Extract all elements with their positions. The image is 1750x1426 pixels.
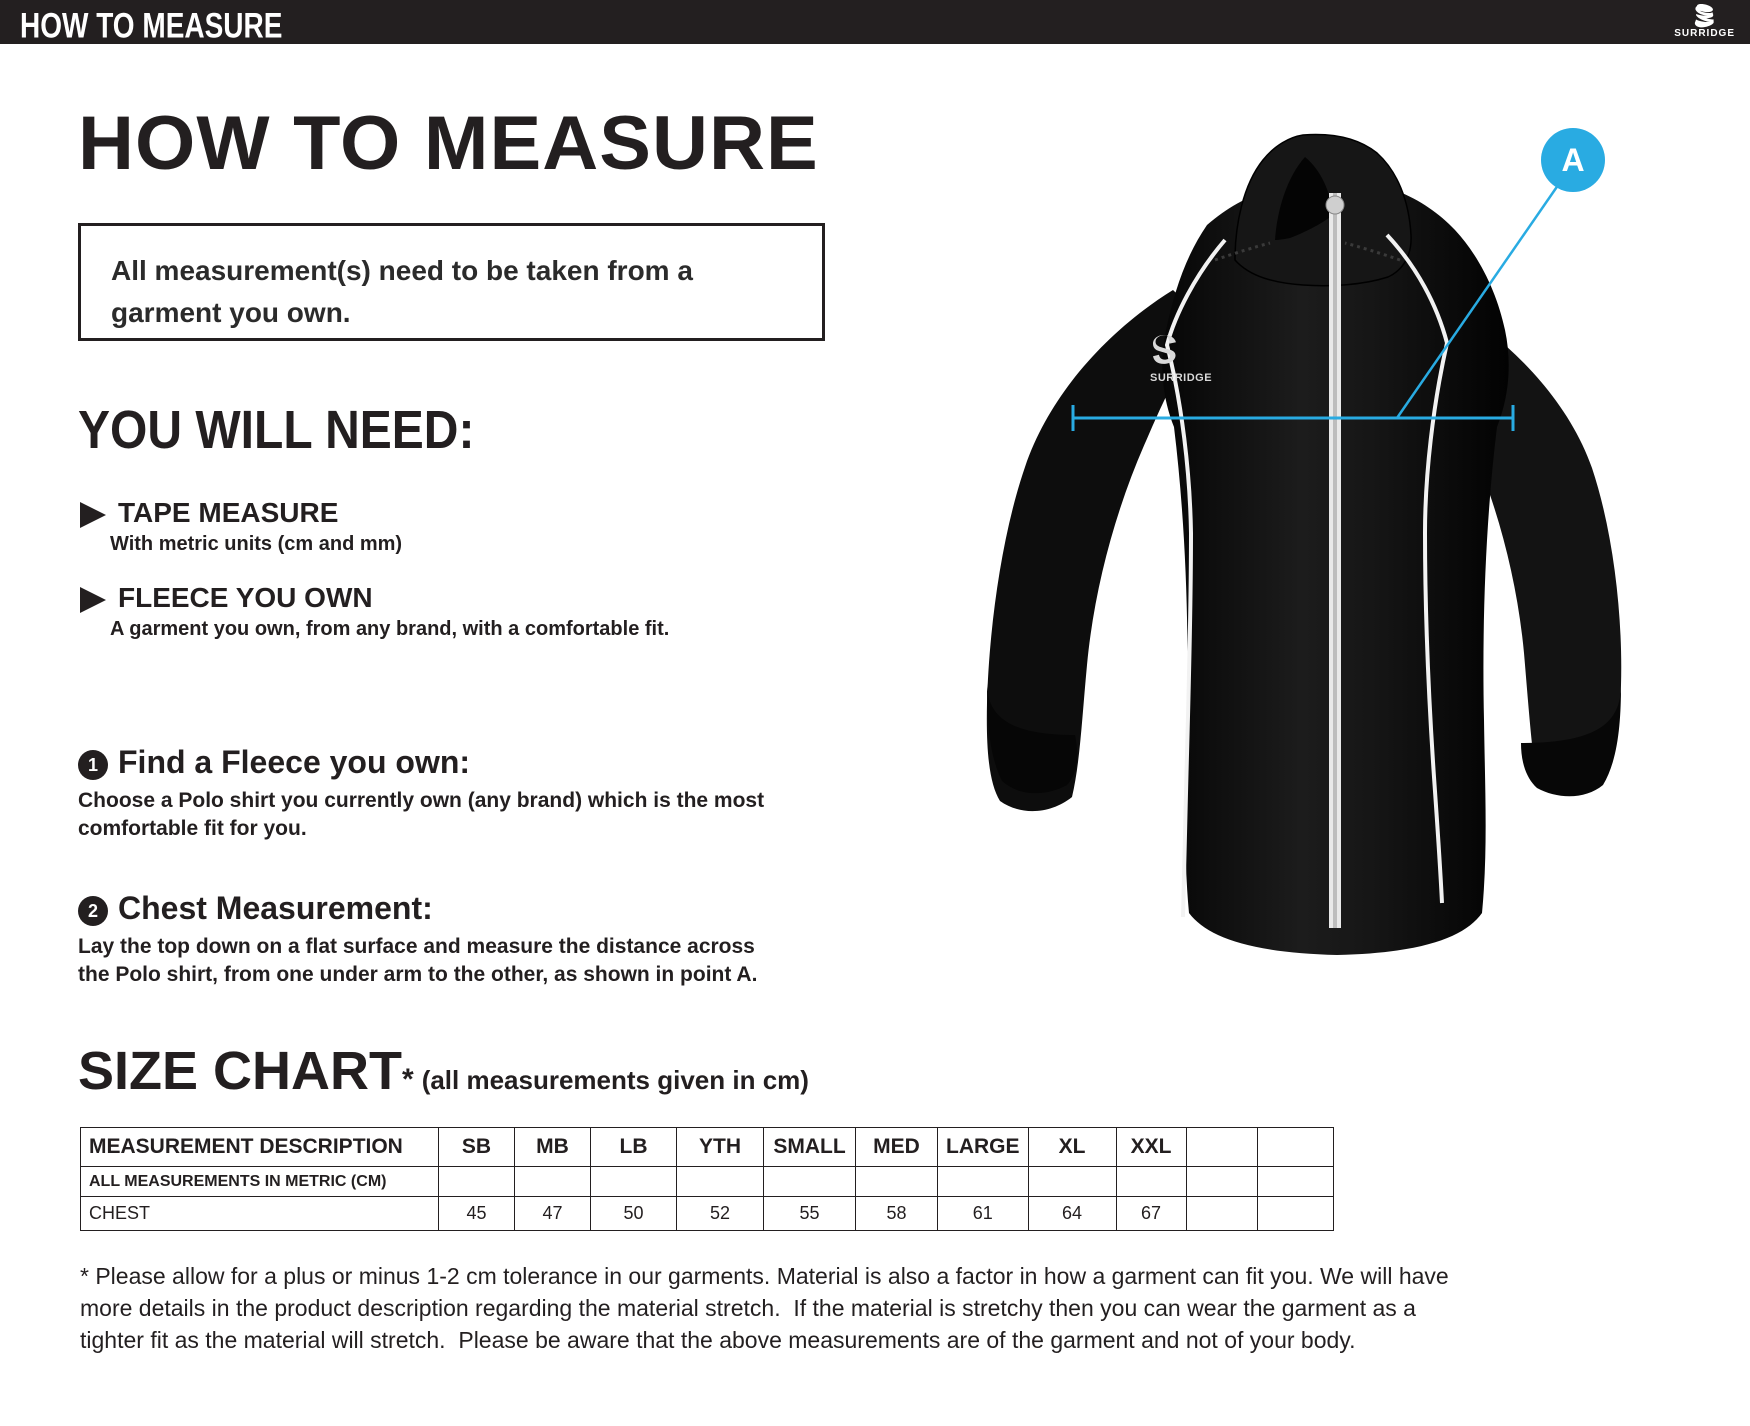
svg-text:A: A xyxy=(1561,142,1584,178)
svg-text:SURRIDGE: SURRIDGE xyxy=(1150,372,1212,384)
